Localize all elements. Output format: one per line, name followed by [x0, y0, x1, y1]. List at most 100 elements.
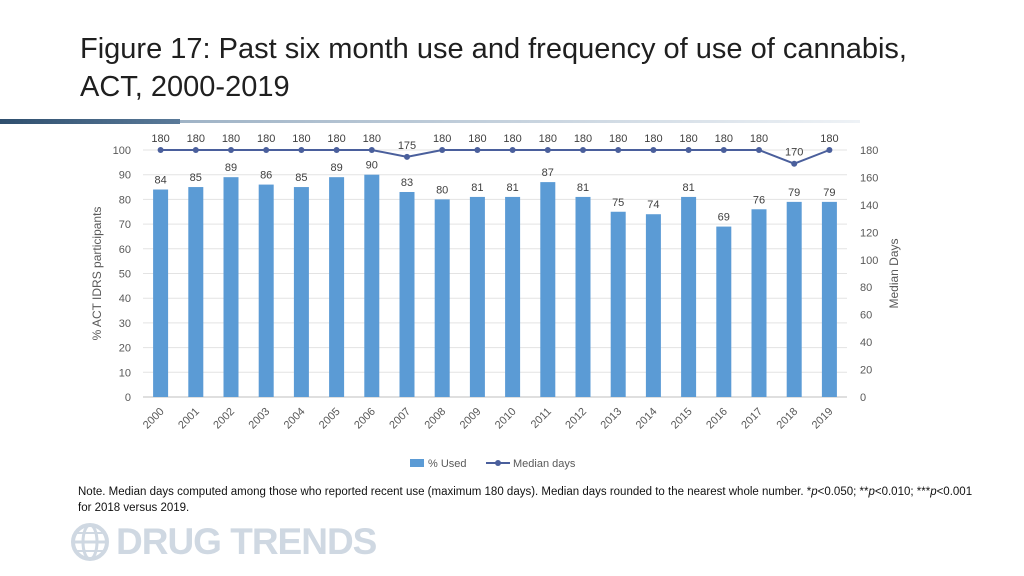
- median-days-point: [404, 153, 410, 160]
- x-tick-label: 2004: [282, 406, 308, 432]
- bar: [786, 201, 802, 397]
- median-days-point: [263, 147, 270, 153]
- line-data-label: 180: [539, 133, 557, 145]
- bar-data-label: 79: [788, 187, 800, 199]
- x-tick-label: 2002: [211, 406, 237, 432]
- y-tick-label: 90: [119, 170, 131, 182]
- bar-data-label: 87: [542, 167, 554, 179]
- y2-tick-label: 60: [860, 310, 872, 322]
- line-data-label: 180: [363, 133, 381, 145]
- median-days-point: [192, 147, 199, 153]
- x-tick-label: 2017: [739, 406, 765, 432]
- x-tick-label: 2001: [176, 406, 202, 432]
- y2-tick-label: 160: [860, 172, 878, 184]
- legend-swatch-used: [410, 459, 424, 467]
- x-tick-label: 2009: [458, 406, 484, 432]
- y-tick-label: 30: [119, 318, 131, 330]
- bar-data-label: 85: [295, 172, 307, 184]
- bar: [716, 226, 732, 397]
- bar-data-label: 84: [154, 175, 166, 187]
- bar-data-label: 81: [506, 182, 518, 194]
- y2-tick-label: 80: [860, 282, 872, 294]
- note-p2: p: [868, 486, 875, 498]
- median-days-point: [650, 147, 657, 153]
- bar: [399, 191, 415, 397]
- bar-data-label: 81: [471, 182, 483, 194]
- bar: [293, 187, 309, 397]
- line-data-label: 180: [644, 133, 662, 145]
- chart-note: Note. Median days computed among those w…: [78, 484, 978, 516]
- median-days-point: [615, 147, 622, 153]
- x-tick-label: 2010: [493, 406, 519, 432]
- bar: [681, 196, 697, 397]
- y2-tick-label: 140: [860, 200, 878, 212]
- line-data-label: 180: [257, 133, 275, 145]
- median-days-point: [720, 147, 727, 153]
- bar: [188, 187, 204, 397]
- x-tick-label: 2013: [599, 406, 625, 432]
- page-title: Figure 17: Past six month use and freque…: [80, 33, 907, 103]
- median-days-point: [580, 147, 586, 153]
- line-data-label: 180: [503, 133, 521, 145]
- median-days-point: [368, 147, 375, 153]
- globe-icon: [71, 523, 109, 561]
- bar: [645, 214, 661, 397]
- line-data-label: 180: [222, 133, 240, 145]
- note-t1: <0.050; **: [817, 486, 869, 498]
- legend-label-median: Median days: [513, 458, 576, 470]
- bar: [540, 182, 556, 397]
- y-tick-label: 20: [119, 343, 131, 355]
- bar-data-label: 81: [682, 182, 694, 194]
- median-days-point: [826, 147, 833, 153]
- line-data-label: 180: [151, 133, 169, 145]
- line-data-label: 180: [679, 133, 697, 145]
- bar-data-label: 86: [260, 170, 272, 182]
- bar-data-label: 74: [647, 199, 659, 211]
- bar-data-label: 79: [823, 187, 835, 199]
- y-tick-label: 60: [119, 244, 131, 256]
- bar-data-label: 89: [225, 162, 237, 174]
- median-days-point: [333, 147, 340, 153]
- bar: [575, 196, 591, 397]
- median-days-line: [160, 149, 830, 165]
- median-days-point: [228, 147, 234, 153]
- y2-tick-label: 0: [860, 392, 866, 404]
- line-data-label: 180: [292, 133, 310, 145]
- x-tick-label: 2011: [529, 406, 554, 431]
- bar-data-label: 89: [330, 162, 342, 174]
- line-data-label: 180: [327, 133, 345, 145]
- bar: [329, 177, 345, 397]
- title-rule-dark: [0, 119, 180, 124]
- y-tick-label: 10: [119, 367, 131, 379]
- line-data-label: 180: [820, 133, 838, 145]
- median-days-point: [544, 147, 551, 153]
- line-data-label: 180: [574, 133, 592, 145]
- bar-data-label: 81: [577, 182, 589, 194]
- line-data-label: 180: [187, 133, 205, 145]
- x-tick-label: 2015: [669, 406, 695, 432]
- median-days-point: [439, 147, 446, 153]
- combo-chart: 0 10 20 30 40 50 60 70 80 90 100 0 20 40 60 80 100 120 140…: [90, 133, 901, 470]
- bar: [434, 199, 450, 397]
- x-tick-label: 2019: [810, 406, 836, 432]
- legend-label-used: % Used: [428, 458, 467, 470]
- y-tick-label: 40: [119, 293, 131, 305]
- bar: [505, 196, 521, 397]
- bar-data-label: 85: [190, 172, 202, 184]
- bar: [258, 184, 274, 397]
- bar-data-label: 80: [436, 184, 448, 196]
- y2-axis-title: Median Days: [887, 238, 901, 308]
- line-data-label: 180: [468, 133, 486, 145]
- title-rule-light: [180, 120, 860, 123]
- note-p1: p: [811, 486, 818, 498]
- line-data-label: 180: [715, 133, 733, 145]
- line-data-label: 170: [785, 147, 803, 159]
- median-days-point: [756, 147, 762, 153]
- y-tick-label: 0: [125, 392, 131, 404]
- median-days-point: [474, 147, 481, 153]
- bar: [751, 209, 767, 397]
- note-t3: <0.001 for 2018 versus 2019.: [78, 486, 973, 514]
- x-tick-label: 2012: [563, 406, 589, 432]
- x-tick-label: 2018: [775, 406, 801, 432]
- drug-trends-logo: DRUG TRENDS: [70, 521, 377, 562]
